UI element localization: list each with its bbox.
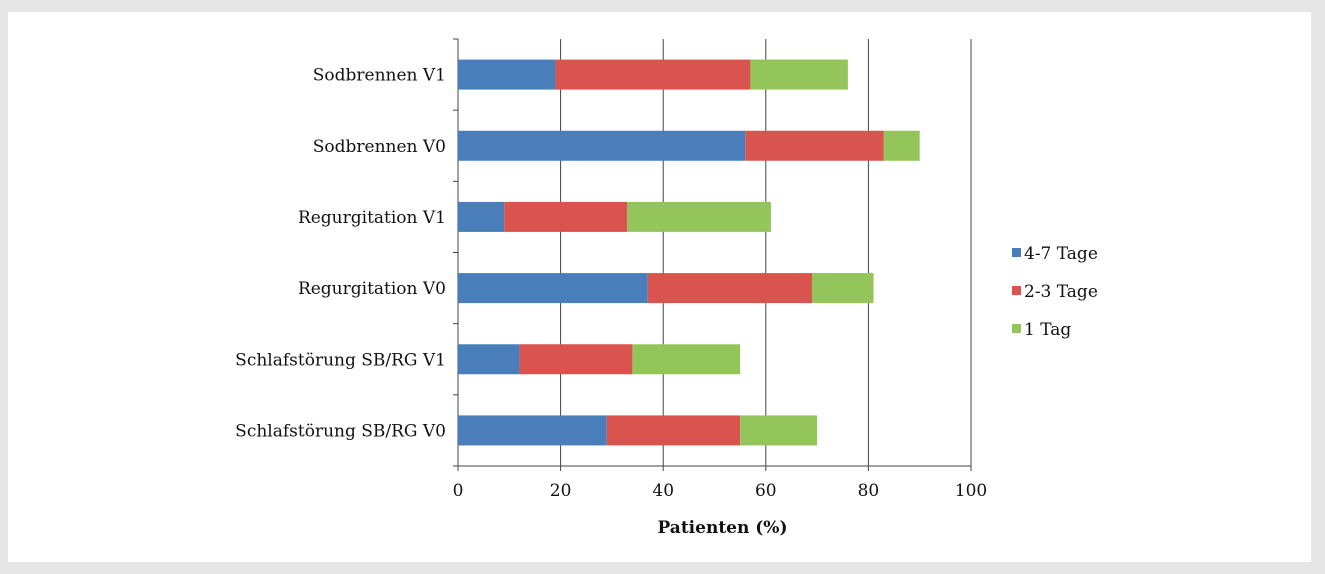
legend-label: 2-3 Tage xyxy=(1024,282,1098,302)
legend-label: 4-7 Tage xyxy=(1024,244,1098,264)
bar-segment xyxy=(555,59,751,90)
legend-swatch xyxy=(1012,286,1021,295)
bar-segment xyxy=(811,273,874,304)
bar-segment xyxy=(647,273,812,304)
bar-segment xyxy=(519,344,633,375)
bar-segment xyxy=(458,344,520,375)
bar-segment xyxy=(458,130,746,161)
category-label: Schlafstörung SB/RG V1 xyxy=(235,350,446,370)
bar-segment xyxy=(458,415,607,446)
chart-frame: 0 20 40 60 80 100 Sodbrennen V1 Sodbrennen V0 Re… xyxy=(8,12,1311,562)
x-tick-label: 40 xyxy=(652,481,674,501)
x-tick-label: 80 xyxy=(858,481,880,501)
stacked-bar-chart: 0 20 40 60 80 100 Sodbrennen V1 Sodbrennen V0 Re… xyxy=(235,38,1098,538)
x-tick-label: 20 xyxy=(550,481,572,501)
x-axis-title: Patienten (%) xyxy=(657,518,787,538)
category-label: Regurgitation V1 xyxy=(298,208,446,228)
category-label: Schlafstörung SB/RG V0 xyxy=(235,421,446,441)
bar-segment xyxy=(627,201,771,232)
bar-segment xyxy=(745,130,884,161)
bar-segment xyxy=(750,59,848,90)
bar-segment xyxy=(458,59,556,90)
bar-segment xyxy=(504,201,628,232)
bar-segment xyxy=(740,415,818,446)
x-tick-label: 60 xyxy=(755,481,777,501)
category-label: Sodbrennen V0 xyxy=(313,137,446,157)
category-label: Sodbrennen V1 xyxy=(313,66,446,86)
legend-label: 1 Tag xyxy=(1024,320,1071,340)
bar-segment xyxy=(458,201,505,232)
bar-segment xyxy=(606,415,741,446)
bar-segment xyxy=(883,130,920,161)
legend-swatch xyxy=(1012,324,1021,333)
x-tick-label: 0 xyxy=(453,481,464,501)
bar-segment xyxy=(458,273,648,304)
category-label: Regurgitation V0 xyxy=(298,279,446,299)
bar-segment xyxy=(632,344,741,375)
legend-swatch xyxy=(1012,248,1021,257)
x-tick-label: 100 xyxy=(955,481,987,501)
